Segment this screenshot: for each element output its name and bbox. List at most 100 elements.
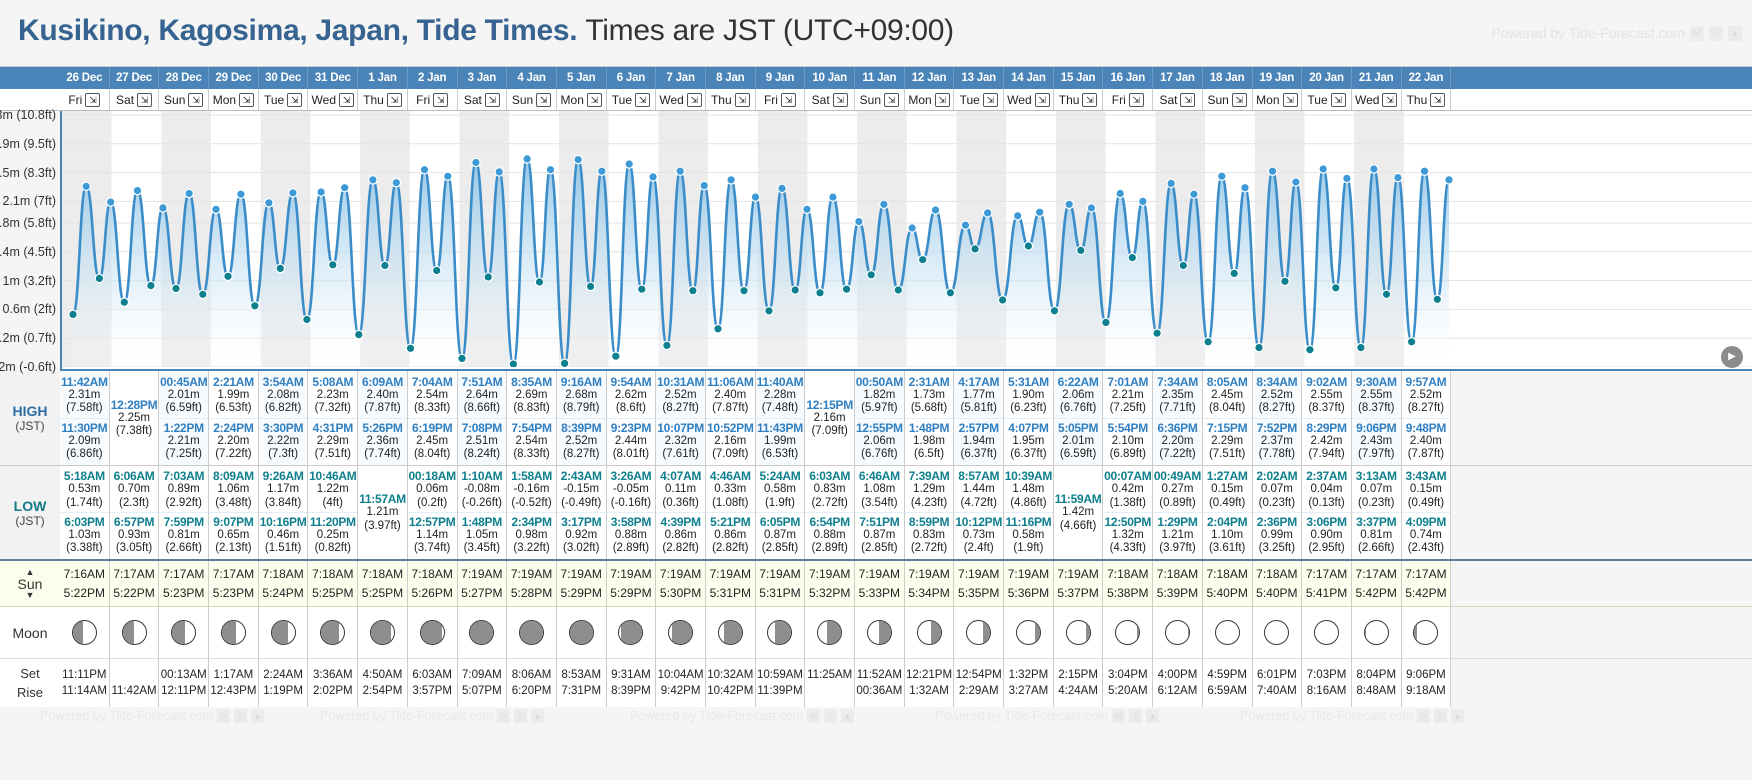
weekday-cell-24[interactable]: Mon ⇲ bbox=[1253, 89, 1303, 110]
share-icon[interactable]: ▲ bbox=[1146, 709, 1159, 723]
weekday-cell-14[interactable]: Fri ⇲ bbox=[756, 89, 806, 110]
expand-icon[interactable]: ⇲ bbox=[635, 92, 651, 107]
date-header-19[interactable]: 14 Jan bbox=[1004, 67, 1054, 89]
weekday-cell-19[interactable]: Wed ⇲ bbox=[1004, 89, 1054, 110]
share-icon[interactable]: ▲ bbox=[841, 709, 854, 723]
date-header-11[interactable]: 6 Jan bbox=[607, 67, 657, 89]
date-header-8[interactable]: 3 Jan bbox=[458, 67, 508, 89]
date-header-15[interactable]: 10 Jan bbox=[805, 67, 855, 89]
expand-icon[interactable]: ⇲ bbox=[1128, 92, 1144, 107]
share-icon[interactable]: ▲ bbox=[251, 709, 264, 723]
refresh-icon[interactable]: ↻ bbox=[1709, 25, 1723, 41]
expand-icon[interactable]: ⇲ bbox=[934, 92, 950, 107]
date-header-2[interactable]: 28 Dec bbox=[159, 67, 210, 89]
date-header-22[interactable]: 17 Jan bbox=[1153, 67, 1203, 89]
date-header-20[interactable]: 15 Jan bbox=[1054, 67, 1104, 89]
expand-icon[interactable]: ⇲ bbox=[1180, 92, 1196, 107]
date-header-1[interactable]: 27 Dec bbox=[110, 67, 160, 89]
date-header-26[interactable]: 21 Jan bbox=[1352, 67, 1402, 89]
weekday-cell-20[interactable]: Thu ⇲ bbox=[1054, 89, 1104, 110]
date-header-16[interactable]: 11 Jan bbox=[855, 67, 905, 89]
date-header-12[interactable]: 7 Jan bbox=[656, 67, 706, 89]
date-header-5[interactable]: 31 Dec bbox=[308, 67, 359, 89]
weekday-cell-25[interactable]: Tue ⇲ bbox=[1302, 89, 1352, 110]
date-header-17[interactable]: 12 Jan bbox=[905, 67, 955, 89]
weekday-cell-4[interactable]: Tue ⇲ bbox=[259, 89, 309, 110]
weekday-cell-18[interactable]: Tue ⇲ bbox=[954, 89, 1005, 110]
date-header-21[interactable]: 16 Jan bbox=[1103, 67, 1154, 89]
expand-icon[interactable]: ⇲ bbox=[982, 92, 998, 107]
weekday-cell-26[interactable]: Wed ⇲ bbox=[1352, 89, 1402, 110]
weekday-cell-2[interactable]: Sun ⇲ bbox=[159, 89, 210, 110]
expand-icon[interactable]: ⇲ bbox=[287, 92, 303, 107]
date-header-4[interactable]: 30 Dec bbox=[259, 67, 309, 89]
date-header-27[interactable]: 22 Jan bbox=[1402, 67, 1452, 89]
weekday-cell-1[interactable]: Sat ⇲ bbox=[110, 89, 160, 110]
expand-icon[interactable]: ⇲ bbox=[85, 92, 101, 107]
refresh-icon[interactable]: ↻ bbox=[1129, 709, 1142, 723]
expand-icon[interactable]: ⇲ bbox=[188, 92, 204, 107]
weekday-cell-0[interactable]: Fri ⇲ bbox=[60, 89, 110, 110]
expand-icon[interactable]: ⇲ bbox=[239, 92, 255, 107]
menu-icon[interactable]: M bbox=[497, 709, 510, 723]
date-header-13[interactable]: 8 Jan bbox=[706, 67, 756, 89]
expand-icon[interactable]: ⇲ bbox=[433, 92, 449, 107]
refresh-icon[interactable]: ↻ bbox=[514, 709, 527, 723]
menu-icon[interactable]: M bbox=[1690, 25, 1704, 41]
weekday-cell-7[interactable]: Fri ⇲ bbox=[408, 89, 458, 110]
expand-icon[interactable]: ⇲ bbox=[1082, 92, 1098, 107]
weekday-cell-12[interactable]: Wed ⇲ bbox=[656, 89, 706, 110]
expand-icon[interactable]: ⇲ bbox=[686, 92, 702, 107]
share-icon[interactable]: ▲ bbox=[1451, 709, 1464, 723]
share-icon[interactable]: ▲ bbox=[1728, 25, 1742, 41]
date-header-6[interactable]: 1 Jan bbox=[358, 67, 408, 89]
share-icon[interactable]: ▲ bbox=[531, 709, 544, 723]
date-header-14[interactable]: 9 Jan bbox=[756, 67, 806, 89]
weekday-cell-13[interactable]: Thu ⇲ bbox=[706, 89, 756, 110]
weekday-cell-10[interactable]: Mon ⇲ bbox=[557, 89, 607, 110]
expand-icon[interactable]: ⇲ bbox=[1034, 92, 1050, 107]
expand-icon[interactable]: ⇲ bbox=[1282, 92, 1298, 107]
date-header-23[interactable]: 18 Jan bbox=[1203, 67, 1253, 89]
expand-icon[interactable]: ⇲ bbox=[586, 92, 602, 107]
expand-icon[interactable]: ⇲ bbox=[1430, 92, 1446, 107]
expand-icon[interactable]: ⇲ bbox=[1231, 92, 1247, 107]
scroll-badge-icon[interactable]: ▶ bbox=[1721, 346, 1743, 368]
menu-icon[interactable]: M bbox=[807, 709, 820, 723]
refresh-icon[interactable]: ↻ bbox=[234, 709, 247, 723]
weekday-cell-15[interactable]: Sat ⇲ bbox=[805, 89, 855, 110]
expand-icon[interactable]: ⇲ bbox=[339, 92, 355, 107]
weekday-cell-22[interactable]: Sat ⇲ bbox=[1153, 89, 1203, 110]
expand-icon[interactable]: ⇲ bbox=[734, 92, 750, 107]
refresh-icon[interactable]: ↻ bbox=[824, 709, 837, 723]
weekday-cell-21[interactable]: Fri ⇲ bbox=[1103, 89, 1154, 110]
weekday-cell-9[interactable]: Sun ⇲ bbox=[507, 89, 557, 110]
expand-icon[interactable]: ⇲ bbox=[1330, 92, 1346, 107]
expand-icon[interactable]: ⇲ bbox=[884, 92, 900, 107]
weekday-cell-8[interactable]: Sat ⇲ bbox=[458, 89, 508, 110]
weekday-cell-23[interactable]: Sun ⇲ bbox=[1203, 89, 1253, 110]
menu-icon[interactable]: M bbox=[217, 709, 230, 723]
weekday-cell-3[interactable]: Mon ⇲ bbox=[209, 89, 259, 110]
refresh-icon[interactable]: ↻ bbox=[1434, 709, 1447, 723]
weekday-cell-27[interactable]: Thu ⇲ bbox=[1402, 89, 1452, 110]
date-header-25[interactable]: 20 Jan bbox=[1302, 67, 1352, 89]
menu-icon[interactable]: M bbox=[1112, 709, 1125, 723]
menu-icon[interactable]: M bbox=[1417, 709, 1430, 723]
date-header-9[interactable]: 4 Jan bbox=[507, 67, 557, 89]
weekday-cell-17[interactable]: Mon ⇲ bbox=[905, 89, 955, 110]
expand-icon[interactable]: ⇲ bbox=[832, 92, 848, 107]
date-header-7[interactable]: 2 Jan bbox=[408, 67, 458, 89]
weekday-cell-6[interactable]: Thu ⇲ bbox=[358, 89, 408, 110]
expand-icon[interactable]: ⇲ bbox=[137, 92, 153, 107]
weekday-cell-16[interactable]: Sun ⇲ bbox=[855, 89, 905, 110]
expand-icon[interactable]: ⇲ bbox=[484, 92, 500, 107]
weekday-cell-5[interactable]: Wed ⇲ bbox=[308, 89, 359, 110]
date-header-0[interactable]: 26 Dec bbox=[60, 67, 110, 89]
date-header-3[interactable]: 29 Dec bbox=[209, 67, 259, 89]
date-header-18[interactable]: 13 Jan bbox=[954, 67, 1005, 89]
expand-icon[interactable]: ⇲ bbox=[780, 92, 796, 107]
weekday-cell-11[interactable]: Tue ⇲ bbox=[607, 89, 657, 110]
expand-icon[interactable]: ⇲ bbox=[536, 92, 552, 107]
date-header-10[interactable]: 5 Jan bbox=[557, 67, 607, 89]
